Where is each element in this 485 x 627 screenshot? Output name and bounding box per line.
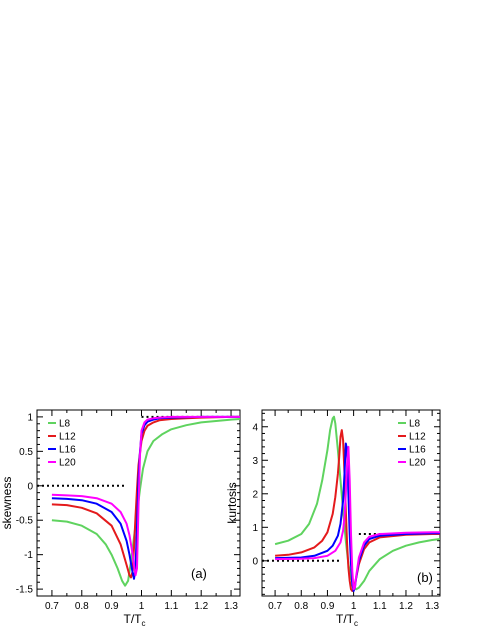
y-tick-label: 0 [27, 481, 33, 492]
x-tick-label: 0.7 [268, 601, 282, 612]
axis-ticks: 0.7 0.8 0.9 1 1.1 1.2 1.3 -1.5 -1 -0.5 0 0.5 1 [16, 409, 240, 612]
x-tick-label: 1.2 [194, 601, 208, 612]
legend-label: L16 [59, 445, 76, 456]
axis-ticks: 0.7 0.8 0.9 1 1.1 1.2 1.3 0 1 2 3 4 [252, 410, 440, 612]
x-tick-label: 0.9 [320, 601, 334, 612]
panel-b: 0.7 0.8 0.9 1 1.1 1.2 1.3 0 1 2 3 4 L8 L12 L16 L20 kur… [225, 409, 441, 627]
y-tick-label: -1.5 [16, 585, 34, 596]
x-tick-label: 1.2 [399, 601, 413, 612]
series-line-l20 [51, 415, 240, 577]
x-tick-label: 0.9 [105, 601, 119, 612]
x-tick-label: 0.7 [45, 601, 59, 612]
x-axis-label: T/Tc [124, 612, 146, 627]
y-axis-label: kurtosis [225, 482, 239, 523]
legend: L8 L12 L16 L20 [398, 419, 426, 469]
x-tick-label: 1.1 [373, 601, 387, 612]
y-tick-label: 2 [252, 489, 258, 500]
y-tick-label: -0.5 [16, 516, 34, 527]
x-tick-label: 1.1 [164, 601, 178, 612]
series-lines [274, 415, 440, 592]
y-tick-label: 0 [252, 556, 258, 567]
legend-label: L8 [59, 419, 71, 430]
y-tick-label: 1 [252, 523, 258, 534]
x-axis-label: T/Tc [336, 612, 358, 627]
legend-label: L12 [409, 432, 426, 443]
y-axis-label: skewness [0, 477, 14, 530]
x-tick-label: 0.8 [75, 601, 89, 612]
legend: L8 L12 L16 L20 [48, 419, 76, 469]
legend-label: L20 [409, 458, 426, 469]
series-lines [51, 415, 240, 587]
x-tick-label: 1.3 [425, 601, 439, 612]
x-tick-label: 0.8 [294, 601, 308, 612]
panel-a: 0.7 0.8 0.9 1 1.1 1.2 1.3 -1.5 -1 -0.5 0 0.5 1 L8 L12… [0, 409, 241, 627]
x-tick-label: 1 [139, 601, 145, 612]
panel-label: (b) [417, 570, 433, 585]
y-tick-label: 1 [27, 412, 33, 423]
legend-label: L16 [409, 445, 426, 456]
legend-label: L12 [59, 432, 76, 443]
plot-frame [36, 409, 241, 597]
legend-label: L8 [409, 419, 421, 430]
y-tick-label: 0.5 [19, 447, 33, 458]
series-line-l20 [275, 445, 440, 591]
y-tick-label: 4 [252, 422, 258, 433]
x-tick-label: 1 [351, 601, 357, 612]
y-tick-label: 3 [252, 456, 258, 467]
panel-label: (a) [191, 566, 207, 581]
series-line-l12 [51, 415, 240, 579]
series-line-l16 [275, 442, 440, 592]
plot-frame [261, 409, 441, 597]
legend-label: L20 [59, 458, 76, 469]
x-tick-label: 1.3 [224, 601, 238, 612]
y-tick-label: -1 [24, 550, 33, 561]
